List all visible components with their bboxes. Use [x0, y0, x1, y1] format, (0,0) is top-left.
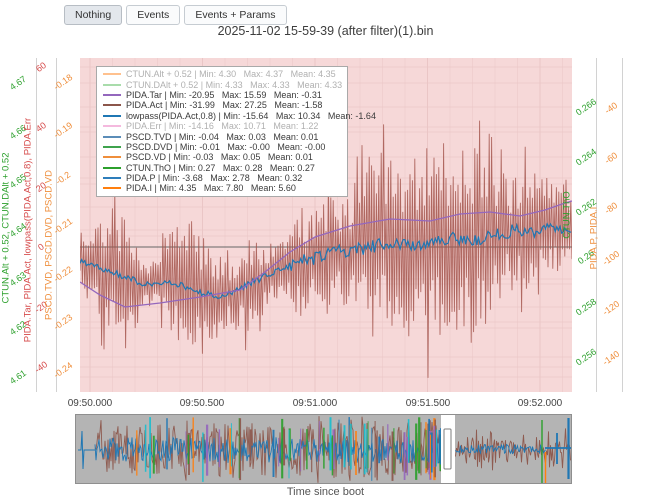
legend-swatch	[103, 83, 121, 86]
y-tick-label: -120	[600, 298, 622, 318]
y-tick-label: 0.256	[573, 346, 599, 368]
legend-swatch	[103, 145, 121, 148]
y-tick-label: -140	[600, 348, 622, 368]
legend-swatch	[103, 114, 121, 117]
legend-label: PIDA.Tar | Min: -20.95 Max: 15.59 Mean: …	[126, 89, 322, 100]
legend-item[interactable]: PIDA.I | Min: 4.35 Max: 7.80 Mean: 5.60	[97, 183, 347, 193]
legend-swatch	[103, 104, 121, 107]
legend-item[interactable]: PIDA.P | Min: -3.68 Max: 2.78 Mean: 0.32	[97, 173, 347, 183]
y-tick-label: -100	[600, 248, 622, 268]
legend-item[interactable]: PSCD.DVD | Min: -0.01 Max: -0.00 Mean: -…	[97, 142, 347, 152]
legend-item[interactable]: CTUN.Alt + 0.52 | Min: 4.30 Max: 4.37 Me…	[97, 69, 347, 79]
legend-label: PIDA.P | Min: -3.68 Max: 2.78 Mean: 0.32	[126, 173, 303, 184]
y-tick-label: 4.67	[7, 73, 29, 93]
y-tick-label: -40	[602, 100, 620, 116]
y-axis-title: CTUN.ThO	[561, 191, 573, 239]
legend-swatch	[103, 166, 121, 169]
axis-line	[622, 58, 623, 392]
legend-item[interactable]: PIDA.Tar | Min: -20.95 Max: 15.59 Mean: …	[97, 90, 347, 100]
legend-label: CTUN.DAlt + 0.52 | Min: 4.33 Max: 4.33 M…	[126, 79, 343, 90]
mode-button-events[interactable]: Events	[126, 5, 181, 25]
chart-legend: CTUN.Alt + 0.52 | Min: 4.30 Max: 4.37 Me…	[96, 66, 376, 197]
y-tick-label: 4.61	[7, 367, 29, 387]
y-axis-title: PIDA.Tar, PIDA.Act, lowpass(PIDA.Act,0.8…	[22, 117, 34, 343]
legend-swatch	[103, 93, 121, 96]
legend-swatch	[103, 156, 121, 159]
x-tick-label: 09:50.500	[179, 398, 225, 409]
x-tick-label: 09:51.000	[292, 398, 338, 409]
legend-swatch	[103, 125, 121, 128]
legend-label: PIDA.Act | Min: -31.99 Max: 27.25 Mean: …	[126, 100, 323, 111]
legend-label: lowpass(PIDA.Act,0.8) | Min: -15.64 Max:…	[126, 110, 376, 121]
legend-label: CTUN.ThO | Min: 0.27 Max: 0.28 Mean: 0.2…	[126, 162, 315, 173]
y-tick-label: 0.258	[573, 296, 599, 318]
legend-label: PIDA.I | Min: 4.35 Max: 7.80 Mean: 5.60	[126, 183, 296, 194]
axis-line	[56, 58, 57, 392]
legend-item[interactable]: PSCD.VD | Min: -0.03 Max: 0.05 Mean: 0.0…	[97, 152, 347, 162]
legend-item[interactable]: PIDA.Err | Min: -14.16 Max: 10.71 Mean: …	[97, 121, 347, 131]
legend-swatch	[103, 135, 121, 138]
x-tick-label: 09:51.500	[405, 398, 451, 409]
page-title: 2025-11-02 15-59-39 (after filter)(1).bi…	[217, 24, 434, 38]
legend-item[interactable]: lowpass(PIDA.Act,0.8) | Min: -15.64 Max:…	[97, 111, 376, 121]
legend-label: PIDA.Err | Min: -14.16 Max: 10.71 Mean: …	[126, 121, 319, 132]
legend-label: PSCD.TVD | Min: -0.04 Max: 0.03 Mean: 0.…	[126, 131, 319, 142]
x-axis-title: Time since boot	[286, 486, 365, 498]
y-tick-label: -80	[602, 200, 620, 216]
legend-item[interactable]: PIDA.Act | Min: -31.99 Max: 27.25 Mean: …	[97, 100, 347, 110]
axis-line	[596, 58, 597, 392]
legend-swatch	[103, 73, 121, 76]
slider-handle[interactable]	[443, 428, 452, 470]
display-mode-toolbar: Nothing Events Events + Params	[64, 5, 287, 25]
legend-swatch	[103, 187, 121, 190]
legend-item[interactable]: CTUN.ThO | Min: 0.27 Max: 0.28 Mean: 0.2…	[97, 163, 347, 173]
legend-swatch	[103, 177, 121, 180]
mode-button-nothing[interactable]: Nothing	[64, 5, 123, 25]
x-tick-label: 09:52.000	[517, 398, 563, 409]
rangeslider[interactable]	[75, 414, 572, 484]
y-axis-title: PIDA.P, PIDA.I	[588, 206, 600, 270]
legend-label: CTUN.Alt + 0.52 | Min: 4.30 Max: 4.37 Me…	[126, 69, 336, 80]
y-tick-label: 0.266	[573, 96, 599, 118]
legend-label: PSCD.VD | Min: -0.03 Max: 0.05 Mean: 0.0…	[126, 152, 313, 163]
axis-line	[36, 58, 37, 392]
mode-button-events-params[interactable]: Events + Params	[184, 5, 287, 25]
y-tick-label: 0.264	[573, 146, 599, 168]
y-tick-label: -60	[602, 150, 620, 166]
legend-item[interactable]: CTUN.DAlt + 0.52 | Min: 4.33 Max: 4.33 M…	[97, 79, 347, 90]
legend-item[interactable]: PSCD.TVD | Min: -0.04 Max: 0.03 Mean: 0.…	[97, 131, 347, 142]
x-tick-label: 09:50.000	[67, 398, 113, 409]
legend-label: PSCD.DVD | Min: -0.01 Max: -0.00 Mean: -…	[126, 141, 326, 152]
y-axis-title: PSCD.TVD, PSCD.DVD, PSCD.VD	[43, 170, 55, 320]
